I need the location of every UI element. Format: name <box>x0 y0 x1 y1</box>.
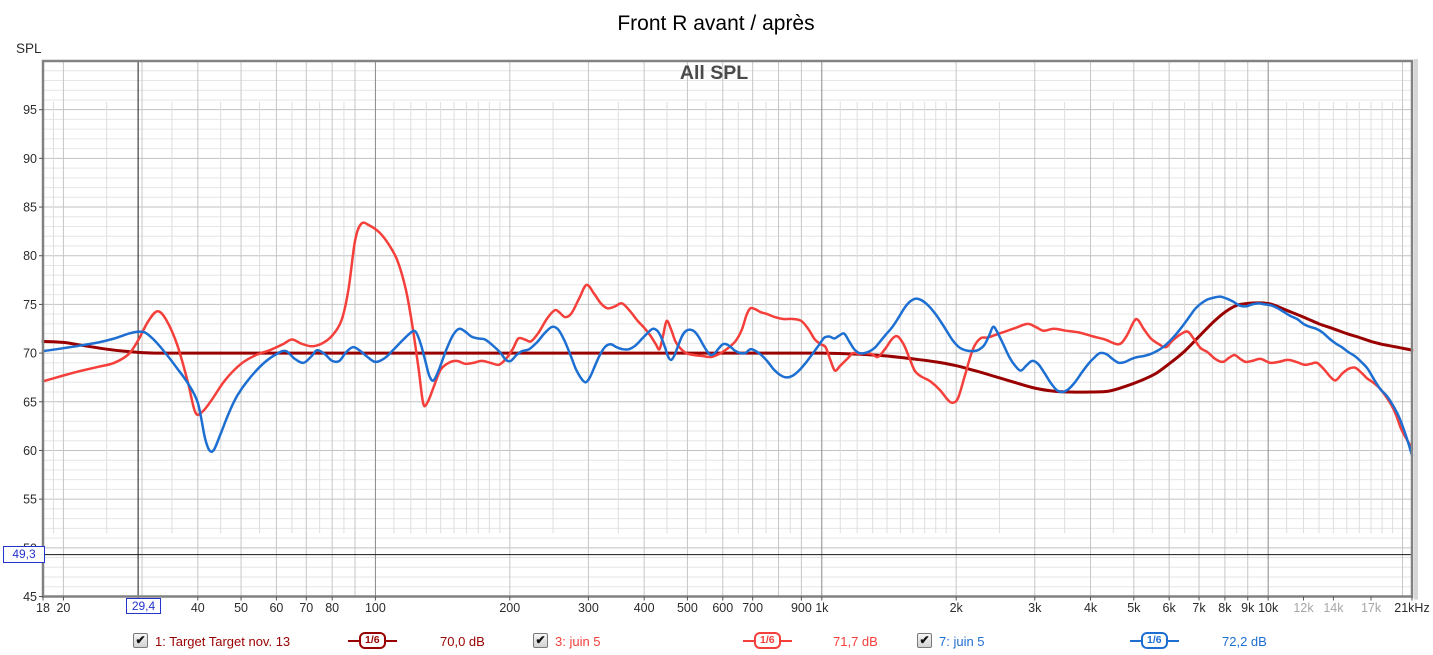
x-tick-label: 60 <box>269 601 283 615</box>
x-tick-label: 18 <box>36 601 50 615</box>
y-tick-label: 70 <box>23 347 37 361</box>
x-tick-label: 1k <box>815 601 829 615</box>
trace1-cursor-level: 70,0 dB <box>440 634 485 649</box>
badge-wire <box>1167 639 1179 642</box>
x-tick-label: 9k <box>1241 601 1255 615</box>
frequency-cursor-readout[interactable]: 29,4 <box>126 598 161 614</box>
trace3-smoothing-value: 1/6 <box>1141 632 1168 649</box>
trace1-checkbox[interactable]: ✔ <box>133 633 148 648</box>
x-tick-label: 12k <box>1293 601 1314 615</box>
plot-area[interactable] <box>43 61 1412 597</box>
page-title: Front R avant / après <box>617 12 814 35</box>
frequency-cursor-value: 29,4 <box>131 599 156 613</box>
x-tick-label: 100 <box>365 601 386 615</box>
x-tick-label: 10k <box>1258 601 1279 615</box>
badge-wire <box>743 639 754 642</box>
x-tick-label: 400 <box>634 601 655 615</box>
badge-wire <box>385 639 397 642</box>
trace3-cursor-level: 72,2 dB <box>1222 634 1267 649</box>
y-tick-label: 75 <box>23 298 37 312</box>
x-tick-label: 700 <box>742 601 763 615</box>
x-tick-label: 900 <box>791 601 812 615</box>
y-tick-label: 90 <box>23 152 37 166</box>
y-tick-label: 65 <box>23 395 37 409</box>
y-tick-label: 55 <box>23 493 37 507</box>
badge-wire <box>348 639 359 642</box>
trace2-smoothing-badge[interactable]: 1/6 <box>743 632 792 649</box>
series-curve-2 <box>41 221 1414 450</box>
x-tick-label: 14k <box>1323 601 1344 615</box>
chart-heading: All SPL <box>680 62 748 84</box>
x-tick-label: 5k <box>1127 601 1141 615</box>
x-tick-label: 500 <box>677 601 698 615</box>
trace-legend: ✔ 1: Target Target nov. 13 1/6 70,0 dB ✔… <box>0 631 1433 653</box>
trace1-smoothing-badge[interactable]: 1/6 <box>348 632 397 649</box>
x-tick-label: 20 <box>56 601 70 615</box>
x-tick-label: 40 <box>191 601 205 615</box>
x-tick-label: 80 <box>325 601 339 615</box>
y-tick-label: 80 <box>23 249 37 263</box>
trace2-smoothing-value: 1/6 <box>754 632 781 649</box>
badge-wire <box>1130 639 1141 642</box>
x-tick-label: 8k <box>1218 601 1232 615</box>
trace2-cursor-level: 71,7 dB <box>833 634 878 649</box>
trace1-smoothing-value: 1/6 <box>359 632 386 649</box>
x-tick-label: 200 <box>499 601 520 615</box>
trace3-label[interactable]: 7: juin 5 <box>939 634 985 649</box>
x-tick-label: 70 <box>299 601 313 615</box>
y-tick-label: 95 <box>23 103 37 117</box>
x-tick-label: 600 <box>712 601 733 615</box>
badge-wire <box>780 639 792 642</box>
x-tick-label: 3k <box>1028 601 1042 615</box>
trace2-checkbox[interactable]: ✔ <box>533 633 548 648</box>
y-tick-label: 60 <box>23 444 37 458</box>
spl-chart-canvas: Front R avant / après SPL 95 90 85 80 75 70 65… <box>16 12 1430 615</box>
x-tick-label: 300 <box>578 601 599 615</box>
x-tick-label: 2k <box>950 601 964 615</box>
spl-cursor-readout[interactable]: 49,3 <box>3 546 45 563</box>
spl-axis-label: SPL <box>16 41 42 56</box>
plot-border <box>41 59 1414 598</box>
trace1-label[interactable]: 1: Target Target nov. 13 <box>155 634 291 649</box>
y-tick-label: 45 <box>23 590 37 604</box>
spl-cursor-value: 49,3 <box>12 547 36 561</box>
trace3-checkbox[interactable]: ✔ <box>917 633 932 648</box>
x-tick-label: 50 <box>234 601 248 615</box>
plot-right-edge <box>1414 59 1418 600</box>
y-tick-label: 85 <box>23 201 37 215</box>
x-tick-label: 4k <box>1084 601 1098 615</box>
x-tick-label: 21kHz <box>1394 601 1429 615</box>
x-tick-label: 17k <box>1361 601 1382 615</box>
x-tick-label: 7k <box>1192 601 1206 615</box>
trace3-smoothing-badge[interactable]: 1/6 <box>1130 632 1179 649</box>
series-curve-3 <box>41 295 1414 457</box>
x-tick-label: 6k <box>1163 601 1177 615</box>
trace2-label[interactable]: 3: juin 5 <box>555 634 601 649</box>
series-curve-1 <box>41 301 1414 394</box>
